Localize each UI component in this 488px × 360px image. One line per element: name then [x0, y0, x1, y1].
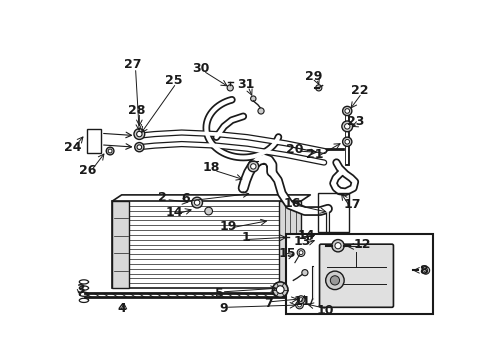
Text: 28: 28 [128, 104, 145, 117]
Circle shape [324, 246, 331, 253]
Text: 3: 3 [76, 283, 84, 296]
Bar [279, 201, 301, 288]
Text: 29: 29 [305, 70, 322, 83]
Circle shape [421, 266, 429, 274]
Circle shape [194, 200, 200, 205]
Circle shape [134, 129, 144, 139]
Circle shape [247, 161, 258, 172]
Bar [87, 130, 101, 153]
Text: 27: 27 [124, 58, 142, 71]
Circle shape [331, 239, 344, 252]
Circle shape [276, 286, 284, 293]
Circle shape [191, 197, 202, 208]
Circle shape [226, 85, 233, 91]
Text: 13: 13 [293, 235, 311, 248]
Text: 30: 30 [192, 62, 209, 75]
Circle shape [136, 131, 142, 137]
Circle shape [341, 121, 352, 132]
Text: 24: 24 [63, 141, 81, 154]
Text: 21: 21 [305, 148, 323, 161]
Text: 17: 17 [343, 198, 360, 211]
Text: 15: 15 [278, 247, 295, 260]
Text: 11: 11 [292, 294, 310, 308]
Circle shape [315, 85, 321, 91]
Text: 1: 1 [241, 231, 249, 244]
Text: 18: 18 [203, 161, 220, 175]
Circle shape [257, 108, 264, 114]
Text: 31: 31 [236, 77, 254, 90]
Text: 4: 4 [117, 302, 126, 315]
Text: 25: 25 [165, 74, 183, 87]
Circle shape [325, 248, 329, 252]
Circle shape [106, 147, 114, 155]
Text: 22: 22 [350, 85, 367, 98]
Circle shape [250, 96, 256, 101]
Circle shape [334, 243, 341, 249]
Circle shape [299, 251, 303, 255]
Text: 2: 2 [158, 191, 166, 204]
Bar [112, 201, 301, 288]
Circle shape [135, 143, 143, 152]
Circle shape [342, 106, 351, 116]
Circle shape [325, 271, 344, 289]
Circle shape [204, 207, 212, 215]
Text: 5: 5 [215, 287, 224, 300]
Text: 14: 14 [297, 229, 315, 242]
Circle shape [295, 301, 303, 309]
Bar [317, 193, 348, 232]
Circle shape [297, 249, 305, 256]
Text: 7: 7 [264, 297, 272, 310]
Text: 16: 16 [283, 197, 300, 210]
Circle shape [344, 139, 349, 144]
Bar [285, 234, 432, 314]
FancyBboxPatch shape [319, 244, 393, 307]
Circle shape [329, 276, 339, 285]
Text: 10: 10 [316, 304, 333, 317]
Text: 26: 26 [79, 164, 96, 177]
Circle shape [344, 109, 349, 113]
Circle shape [423, 269, 427, 272]
Circle shape [344, 124, 349, 129]
Circle shape [297, 303, 301, 307]
Circle shape [342, 137, 351, 147]
Circle shape [137, 145, 142, 149]
Text: 14: 14 [165, 206, 183, 219]
Text: 9: 9 [219, 302, 227, 315]
Circle shape [108, 149, 112, 153]
Bar [112, 201, 129, 288]
Circle shape [297, 296, 305, 303]
Text: 19: 19 [219, 220, 236, 233]
Circle shape [299, 298, 303, 302]
Text: 12: 12 [353, 238, 371, 251]
Text: 6: 6 [181, 192, 189, 205]
Circle shape [272, 282, 287, 297]
Text: 23: 23 [346, 115, 364, 128]
Text: 8: 8 [418, 264, 427, 277]
Text: 20: 20 [285, 143, 303, 156]
Circle shape [301, 270, 307, 276]
Circle shape [250, 164, 256, 169]
